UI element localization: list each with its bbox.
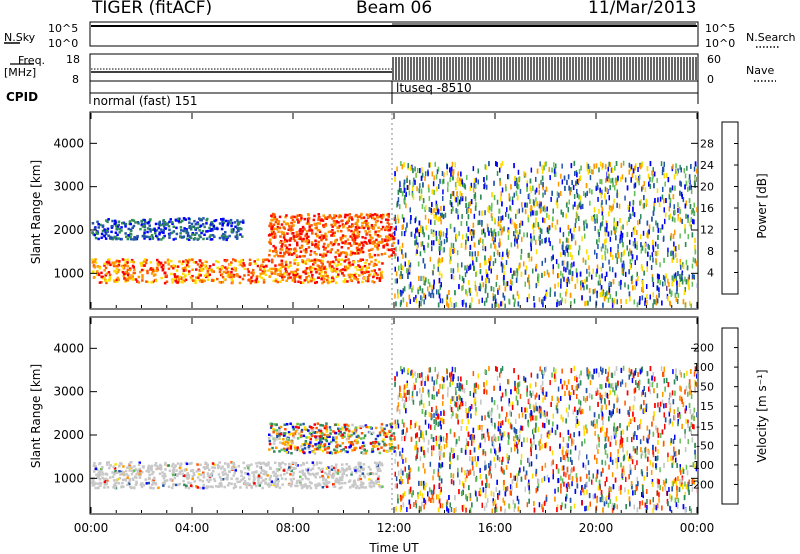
nsky-label: N.Sky — [4, 31, 36, 44]
colorbar-tick-label: 16 — [700, 202, 714, 215]
colorbar-tick-label: 28 — [700, 138, 714, 151]
nave-tick-bottom: 0 — [707, 73, 714, 86]
x-axis-label: Time UT — [368, 541, 419, 554]
power-ytick-label-2: 3000 — [53, 180, 84, 194]
power-ylabel: Slant Range [km] — [29, 160, 43, 264]
date-label: 11/Mar/2013 — [588, 0, 697, 18]
cpid-label: CPID — [6, 90, 39, 104]
x-tick-label-1: 04:00 — [175, 521, 210, 535]
velocity-colorbar: 200 100 50 15 -15 -50 -100 -200 — [689, 327, 739, 505]
freq-tick-bottom: 8 — [72, 73, 79, 86]
colorbar-tick-label: 100 — [693, 361, 714, 374]
x-tick-label-2: 08:00 — [276, 521, 311, 535]
cpid-panel — [89, 81, 699, 104]
x-tick-label-0: 00:00 — [74, 521, 109, 535]
power-ytick-label-0: 1000 — [53, 266, 84, 280]
nave-label: Nave — [746, 64, 775, 77]
colorbar-tick-label: 15 — [700, 400, 714, 413]
colorbar-tick-label: 50 — [700, 381, 714, 394]
velocity-ytick-label-1: 2000 — [53, 428, 84, 442]
power-colorbar: 28 24 20 16 12 8 4 — [700, 121, 739, 295]
nsearch-tick-top: 10^5 — [705, 22, 736, 35]
x-tick-label-3: 12:00 — [377, 521, 412, 535]
colorbar-tick-label: -15 — [696, 420, 714, 433]
nsearch-label: N.Search — [746, 31, 796, 44]
colorbar-tick-label: -200 — [689, 478, 714, 491]
velocity-ytick-label-3: 4000 — [53, 341, 84, 355]
colorbar-tick-label: 4 — [707, 267, 714, 280]
velocity-ytick-label-2: 3000 — [53, 385, 84, 399]
colorbar-tick-label: 200 — [693, 342, 714, 355]
power-ytick-label-3: 4000 — [53, 136, 84, 150]
power-panel: 1000 2000 3000 4000 — [53, 111, 699, 310]
cpid-segment-1: normal (fast) 151 — [93, 94, 198, 108]
x-tick-label-4: 16:00 — [478, 521, 513, 535]
power-ytick-label-1: 2000 — [53, 223, 84, 237]
x-tick-label-5: 20:00 — [579, 521, 614, 535]
nsky-panel — [4, 21, 780, 48]
colorbar-tick-label: -50 — [696, 439, 714, 452]
beam-label: Beam 06 — [356, 0, 433, 18]
colorbar-tick-label: 8 — [707, 245, 714, 258]
cpid-segment-2: ltuseq -8510 — [396, 81, 472, 95]
velocity-colorbar-label: Velocity [m s⁻¹] — [755, 369, 769, 462]
velocity-ytick-label-0: 1000 — [53, 471, 84, 485]
freq-tick-top: 18 — [66, 53, 80, 66]
x-tick-label-6: 00:00 — [680, 521, 715, 535]
power-colorbar-label: Power [dB] — [755, 173, 769, 238]
colorbar-tick-label: 24 — [700, 159, 714, 172]
velocity-panel: 1000 2000 3000 4000 00:00 04:00 08:00 12:00 16:… — [53, 316, 715, 535]
colorbar-tick-label: 20 — [700, 181, 714, 194]
colorbar-tick-label: -100 — [689, 459, 714, 472]
nsky-tick-bottom: 10^0 — [48, 37, 79, 50]
nsky-tick-top: 10^5 — [48, 22, 79, 35]
colorbar-tick-label: 12 — [700, 224, 714, 237]
velocity-ylabel: Slant Range [km] — [29, 364, 43, 468]
plot-title: TIGER (fitACF) — [92, 0, 213, 18]
freq-nave-panel — [10, 53, 776, 82]
freq-unit: [MHz] — [4, 66, 37, 79]
nave-tick-top: 60 — [707, 53, 721, 66]
nsearch-tick-bottom: 10^0 — [705, 37, 736, 50]
